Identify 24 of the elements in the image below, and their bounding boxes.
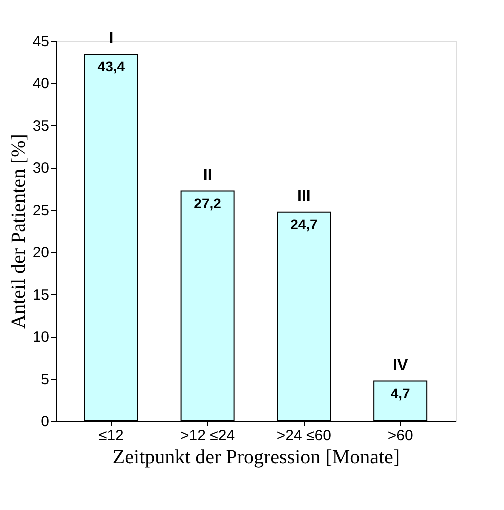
- y-tick-label: 30: [32, 160, 50, 178]
- annotation: I: [109, 30, 114, 48]
- x-tick-label: >12 ≤24: [180, 428, 236, 444]
- x-tick-label: >24 ≤60: [276, 428, 332, 444]
- y-tick-label: 20: [32, 244, 50, 262]
- data-label: 24,7: [290, 216, 318, 232]
- y-tick-label: 40: [32, 76, 50, 93]
- y-tick-label: 5: [41, 371, 50, 388]
- y-tick-label: 0: [41, 414, 50, 430]
- x-tick-label: >60: [388, 428, 414, 444]
- data-label: 43,4: [98, 58, 126, 75]
- annotation: IV: [393, 357, 408, 374]
- y-tick-label: 10: [32, 329, 50, 346]
- annotation: III: [298, 188, 311, 206]
- y-axis-title: Anteil der Patienten [%]: [8, 134, 30, 329]
- y-tick-label: 25: [32, 202, 50, 220]
- y-tick-label: 35: [32, 118, 50, 135]
- y-tick-label: 15: [32, 286, 50, 304]
- y-tick-label: 45: [32, 34, 50, 50]
- data-label: 27,2: [194, 195, 222, 212]
- data-label: 4,7: [390, 385, 411, 402]
- x-axis-title: Zeitpunkt der Progression [Monate]: [112, 446, 400, 468]
- x-tick-label: ≤12: [98, 428, 124, 444]
- annotation: II: [203, 167, 212, 184]
